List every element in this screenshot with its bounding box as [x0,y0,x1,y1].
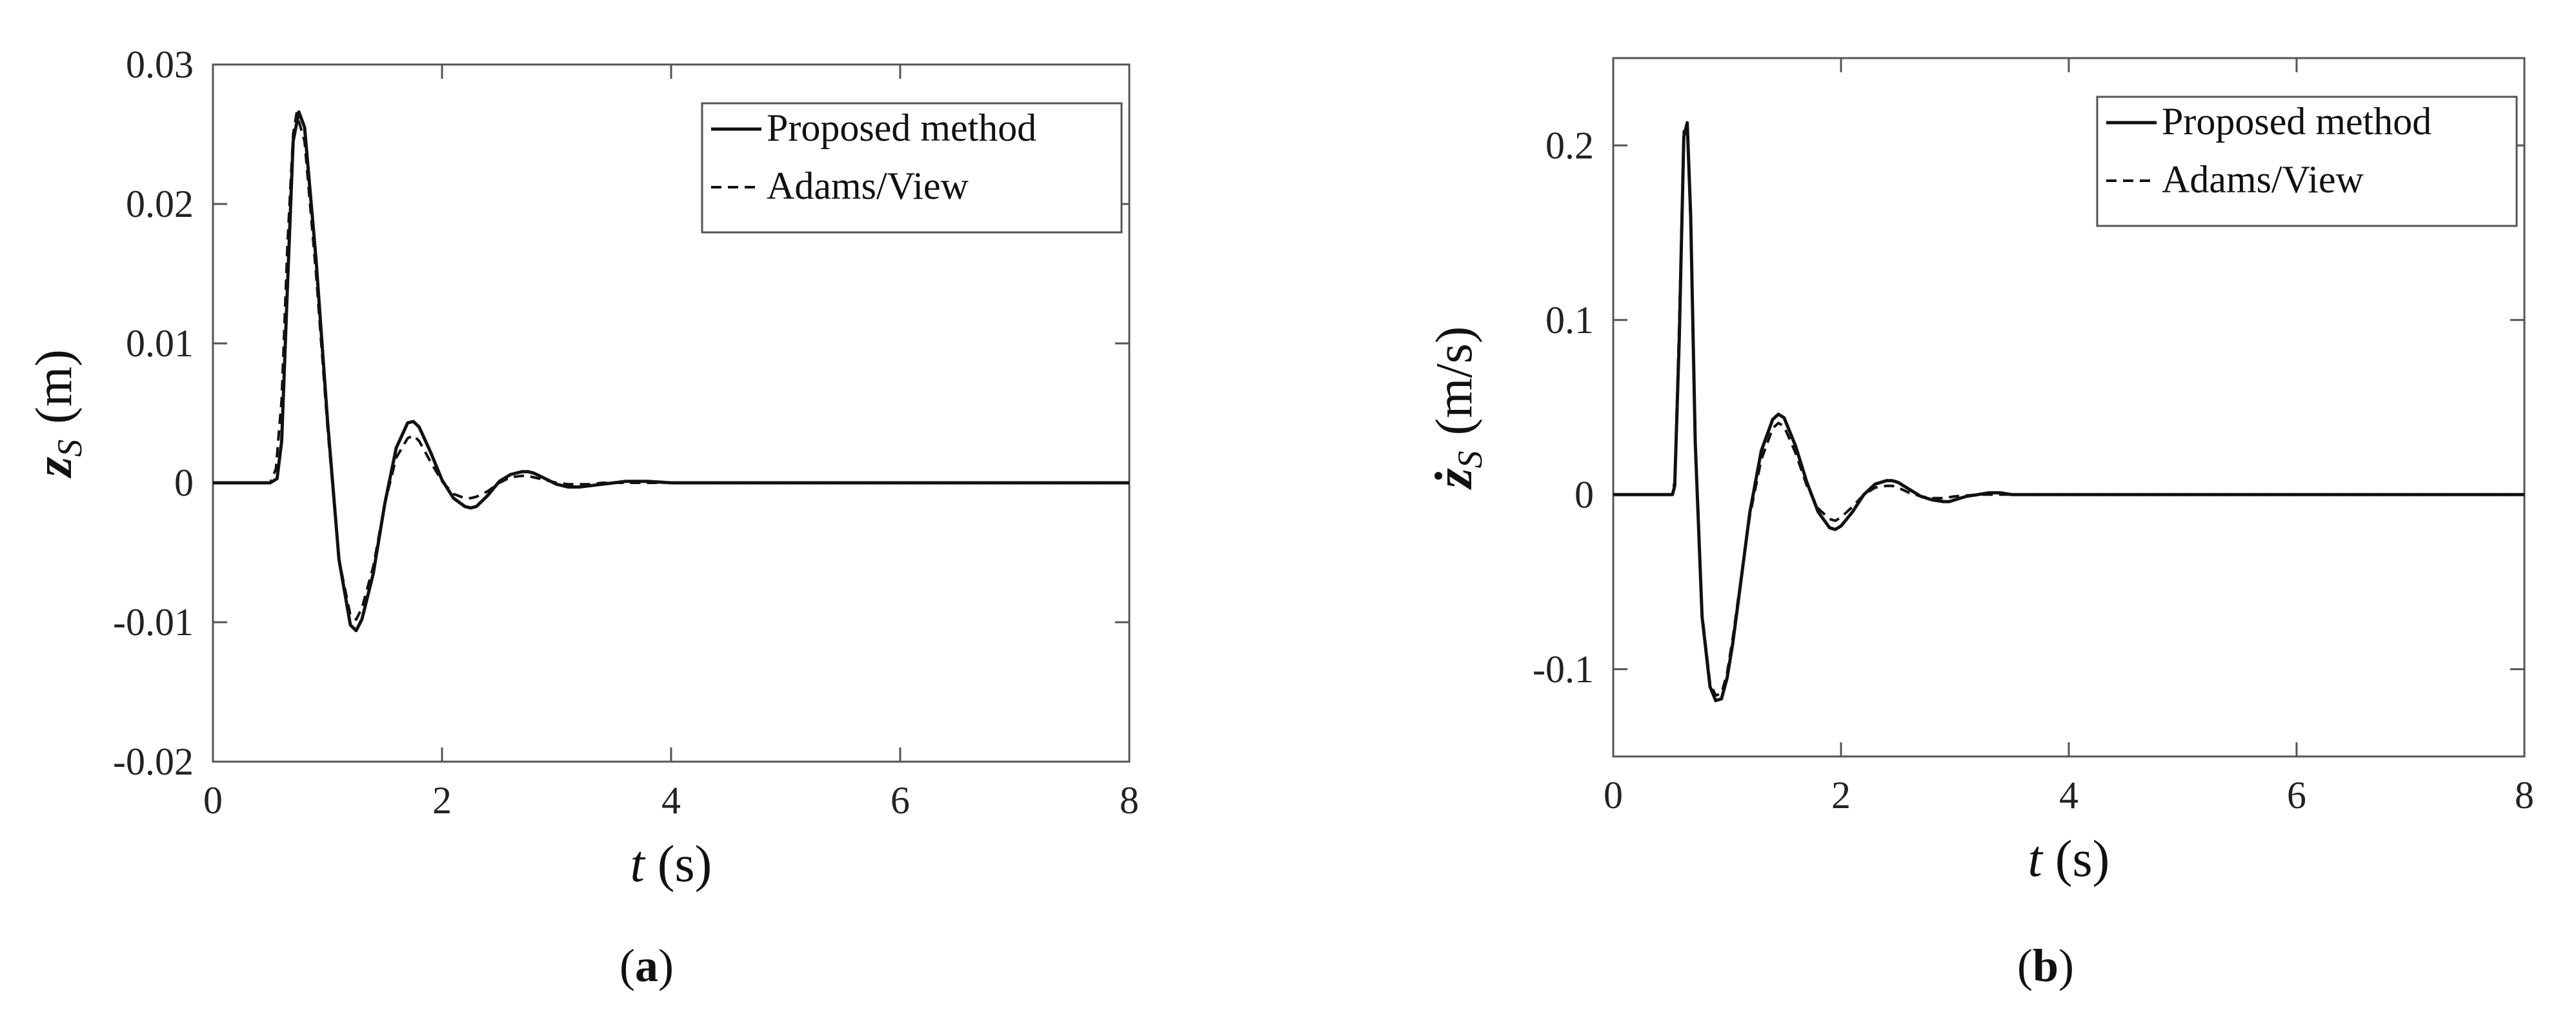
x-tick-label-a: 4 [661,779,681,822]
x-tick-label-a: 6 [891,779,910,822]
y-tick-label-a: -0.02 [113,740,194,783]
y-tick-label-b: 0 [1575,473,1594,516]
x-tick-label-a: 8 [1120,779,1139,822]
y-axis-label-b: żS (m/s) [1426,326,1489,490]
x-tick-label-b: 8 [2515,774,2534,817]
series-line-a-adams-view [213,112,1129,621]
panel-a: 0 2 4 6 8 -0.02 -0.01 0 0.01 0.02 0.03 t (s) zS (m) Pro… [26,43,1139,893]
y-tick-label-a: 0.03 [126,43,194,86]
caption-close-b: ) [2058,940,2074,991]
y-tick-label-a: 0.02 [126,183,194,225]
x-tick-label-b: 6 [2287,774,2306,817]
x-tick-label-b: 4 [2059,774,2078,817]
legend-label-a-proposed-method: Proposed method [767,107,1036,149]
y-tick-label-a: 0 [174,462,194,504]
y-tick-label-a: -0.01 [113,601,194,644]
x-tick-label-a: 0 [203,779,223,822]
x-tick-label-a: 2 [432,779,452,822]
caption-close-a: ) [658,940,674,991]
x-axis-label-b: t (s) [2028,831,2110,888]
y-axis-unit-a: (m) [26,349,83,424]
legend-label-a-adams-view: Adams/View [767,165,969,207]
series-line-b-adams-view [1613,127,2524,697]
x-axis-label-a: t (s) [630,836,712,893]
legend-box-b [2096,96,2518,227]
x-axis-symbol-b: t [2028,831,2044,888]
series-line-b-proposed-method [1613,121,2524,702]
x-tick-label-b: 0 [1604,774,1623,817]
caption-letter-a: a [635,940,658,991]
caption-a: (a) [619,940,674,991]
x-tick-label-b: 2 [1831,774,1851,817]
x-axis-unit-b: (s) [2055,831,2109,888]
x-axis-symbol-a: t [630,836,646,893]
caption-open-b: ( [2017,940,2033,991]
caption-open-a: ( [619,940,635,991]
caption-b: (b) [2017,940,2074,991]
legend-box-a [701,102,1123,234]
panel-b: 0 2 4 6 8 -0.1 0 0.1 0.2 t (s) żS (m/s) Proposed meth… [1426,57,2534,888]
caption-letter-b: b [2033,940,2058,991]
y-tick-label-b: -0.1 [1533,648,1594,691]
legend-label-b-adams-view: Adams/View [2162,158,2364,201]
y-axis-subscript-b: S [1451,451,1489,468]
x-axis-unit-a: (s) [658,836,712,893]
y-tick-label-a: 0.01 [126,322,194,365]
y-tick-label-b: 0.1 [1545,299,1594,341]
y-axis-unit-b: (m/s) [1426,326,1483,435]
y-axis-symbol-b: ż [1426,468,1483,490]
y-axis-subscript-a: S [50,440,89,457]
y-axis-symbol-a: z [26,457,83,479]
y-tick-label-b: 0.2 [1545,124,1594,167]
y-axis-label-a: zS (m) [26,349,89,479]
legend-label-b-proposed-method: Proposed method [2162,100,2431,143]
